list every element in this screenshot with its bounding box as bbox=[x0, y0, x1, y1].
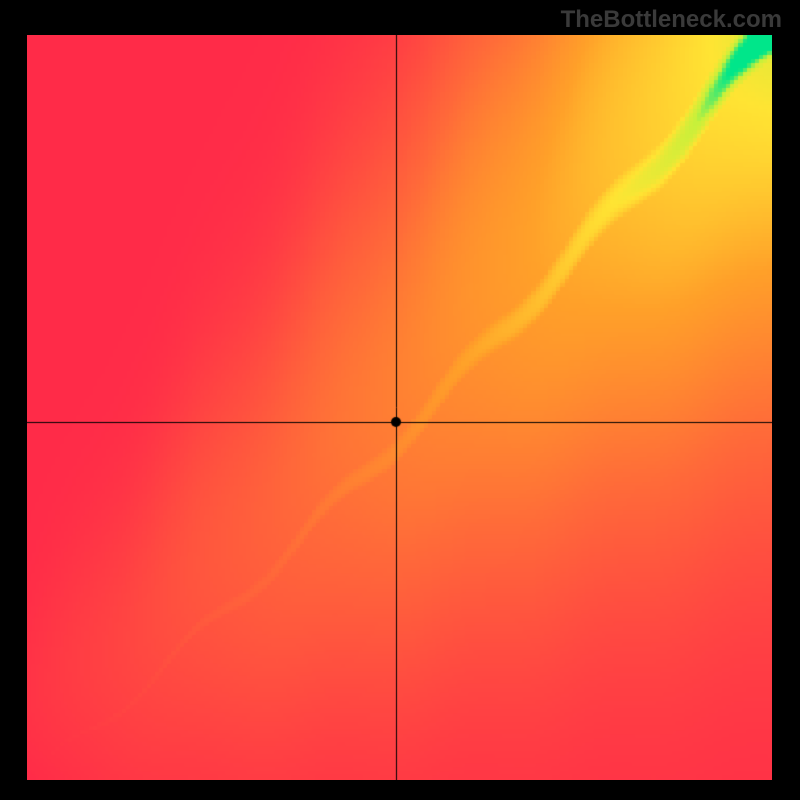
heatmap-canvas bbox=[27, 35, 772, 780]
chart-container: TheBottleneck.com bbox=[0, 0, 800, 800]
plot-area bbox=[27, 35, 772, 780]
watermark-text: TheBottleneck.com bbox=[561, 6, 782, 34]
